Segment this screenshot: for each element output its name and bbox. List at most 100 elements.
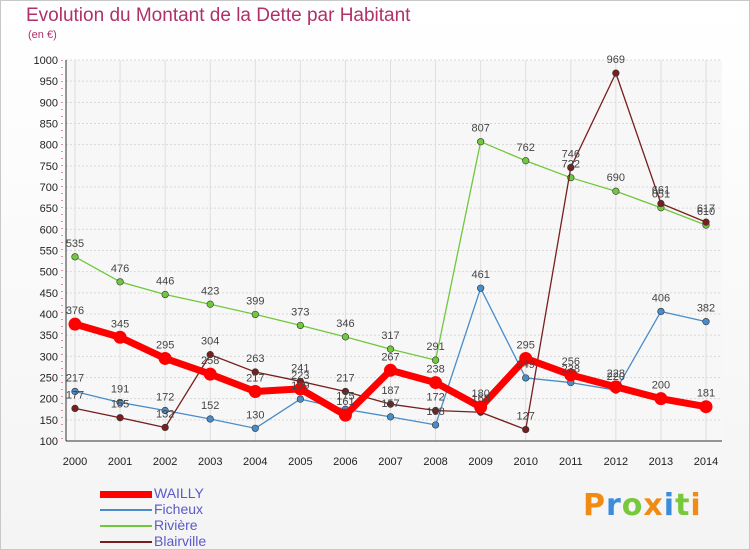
data-point [68, 317, 82, 331]
data-point [431, 356, 440, 364]
data-label: 217 [336, 372, 354, 384]
data-point [341, 333, 350, 341]
data-point [567, 163, 575, 172]
data-label: 406 [652, 292, 670, 304]
data-point [161, 423, 169, 432]
data-point [206, 351, 214, 359]
data-point [699, 400, 713, 414]
logo-letter: t [675, 488, 691, 523]
legend-swatch [100, 509, 152, 511]
data-label: 399 [246, 295, 264, 307]
data-label: 199 [291, 380, 309, 392]
data-label: 661 [652, 185, 670, 197]
data-point [206, 415, 214, 423]
x-tick-label: 2006 [333, 456, 357, 468]
data-point [251, 368, 259, 376]
data-label: 762 [517, 142, 535, 154]
data-point [657, 199, 665, 208]
y-tick-label: 250 [40, 373, 58, 385]
data-point [296, 321, 304, 330]
data-point [386, 413, 395, 421]
data-label: 172 [156, 392, 174, 404]
data-label: 267 [381, 351, 399, 363]
data-point [248, 384, 262, 398]
data-point [113, 330, 127, 344]
x-tick-label: 2011 [559, 456, 583, 468]
x-tick-label: 2012 [604, 456, 628, 468]
data-label: 476 [111, 263, 129, 275]
data-point [522, 157, 530, 165]
data-label: 200 [652, 380, 670, 392]
data-point [657, 307, 665, 316]
data-label: 175 [336, 390, 354, 402]
data-point [161, 290, 169, 299]
data-label: 220 [607, 371, 625, 383]
y-tick-label: 400 [40, 309, 58, 321]
data-label: 152 [201, 400, 219, 412]
data-point [431, 421, 440, 429]
legend-label: Blairville [154, 533, 207, 549]
x-tick-label: 2000 [63, 456, 87, 468]
data-point [477, 284, 485, 292]
data-label: 168 [471, 393, 489, 405]
data-point [206, 300, 214, 308]
data-label: 535 [66, 238, 84, 250]
data-label: 130 [246, 409, 264, 421]
data-label: 610 [697, 206, 715, 218]
y-tick-label: 600 [40, 224, 58, 236]
data-point [702, 218, 710, 226]
data-label: 258 [201, 355, 219, 367]
data-label: 187 [381, 385, 399, 397]
data-point [564, 368, 578, 382]
logo-letter: i [663, 488, 676, 523]
data-label: 223 [291, 370, 309, 382]
data-label: 157 [381, 398, 399, 410]
data-point [654, 392, 668, 406]
data-point [431, 406, 440, 415]
data-label: 295 [517, 339, 535, 351]
data-label: 423 [201, 285, 219, 297]
y-tick-label: 950 [40, 76, 58, 88]
logo-letter: P [583, 488, 606, 523]
data-point [338, 408, 352, 422]
data-point [519, 351, 533, 365]
data-point [116, 278, 124, 286]
legend-label: Rivière [154, 517, 198, 533]
x-tick-label: 2001 [108, 456, 132, 468]
data-label: 746 [562, 149, 580, 161]
data-point [71, 404, 79, 413]
data-point [251, 310, 259, 319]
x-tick-label: 2007 [378, 456, 402, 468]
data-label: 291 [426, 341, 444, 353]
y-tick-label: 550 [40, 246, 58, 258]
data-label: 651 [652, 189, 670, 201]
data-label: 304 [201, 336, 219, 348]
data-point [477, 138, 485, 146]
data-label: 807 [471, 123, 489, 135]
data-point [474, 400, 488, 414]
data-point [522, 374, 530, 382]
y-tick-label: 800 [40, 140, 58, 152]
data-point [116, 398, 124, 407]
data-point [293, 382, 307, 396]
data-label: 228 [607, 368, 625, 380]
x-tick-label: 2008 [423, 456, 447, 468]
data-label: 317 [381, 330, 399, 342]
data-label: 138 [426, 406, 444, 418]
legend-label: WAILLY [154, 485, 204, 501]
data-point [702, 318, 710, 326]
data-point [116, 414, 124, 422]
x-tick-label: 2005 [288, 456, 312, 468]
data-point [71, 253, 79, 261]
data-label: 461 [471, 269, 489, 281]
data-label: 155 [111, 399, 129, 411]
data-point [341, 387, 350, 396]
data-point [609, 380, 623, 394]
data-label: 191 [111, 383, 129, 395]
data-point [203, 367, 217, 381]
x-tick-label: 2004 [243, 456, 267, 468]
y-tick-label: 900 [40, 97, 58, 109]
logo-letter: x [643, 488, 664, 523]
data-label: 969 [607, 54, 625, 66]
x-tick-label: 2009 [468, 456, 492, 468]
